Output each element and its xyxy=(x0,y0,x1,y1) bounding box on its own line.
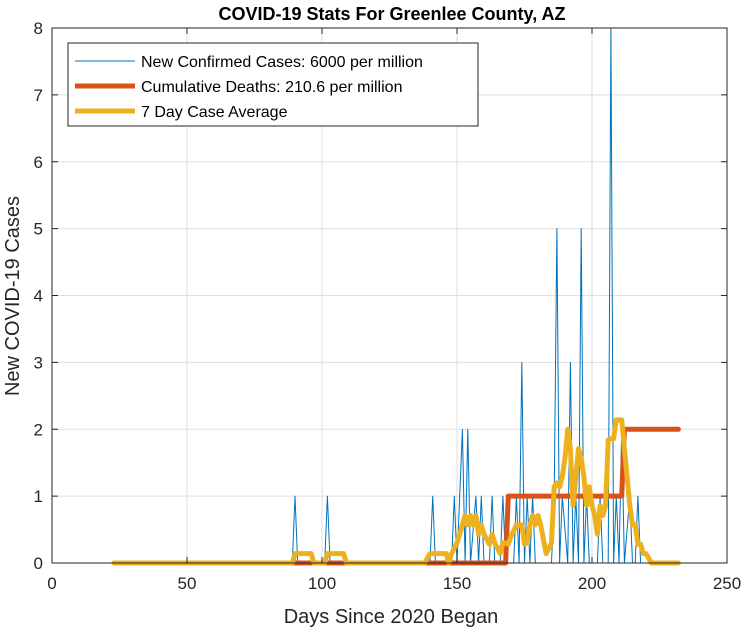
y-axis-label: New COVID-19 Cases xyxy=(2,196,24,396)
x-tick-labels: 0 50 100 150 200 250 xyxy=(47,574,741,593)
x-tick-label: 200 xyxy=(578,574,606,593)
y-tick-label: 1 xyxy=(34,487,43,506)
series-7day-case-average xyxy=(111,417,681,566)
y-tick-label: 3 xyxy=(34,353,43,372)
tick-marks xyxy=(51,27,728,564)
y-tick-label: 5 xyxy=(34,220,43,239)
legend-label-new-cases: New Confirmed Cases: 6000 per million xyxy=(141,54,423,71)
legend: New Confirmed Cases: 6000 per million Cu… xyxy=(67,42,479,127)
y-tick-label: 0 xyxy=(34,554,43,573)
chart-title: COVID-19 Stats For Greenlee County, AZ xyxy=(218,4,565,24)
y-tick-label: 2 xyxy=(34,420,43,439)
y-tick-label: 4 xyxy=(34,287,43,306)
legend-label-deaths: Cumulative Deaths: 210.6 per million xyxy=(141,79,402,96)
x-tick-label: 250 xyxy=(713,574,741,593)
x-tick-label: 150 xyxy=(443,574,471,593)
x-axis-label: Days Since 2020 Began xyxy=(284,606,499,628)
x-tick-label: 0 xyxy=(47,574,56,593)
legend-box xyxy=(67,42,479,127)
y-tick-label: 7 xyxy=(34,86,43,105)
x-tick-label: 100 xyxy=(308,574,336,593)
legend-label-7day-average: 7 Day Case Average xyxy=(141,104,288,121)
y-tick-label: 8 xyxy=(34,19,43,38)
x-tick-label: 50 xyxy=(178,574,197,593)
y-tick-labels: 0 1 2 3 4 5 6 7 8 xyxy=(34,19,43,573)
y-tick-label: 6 xyxy=(34,153,43,172)
